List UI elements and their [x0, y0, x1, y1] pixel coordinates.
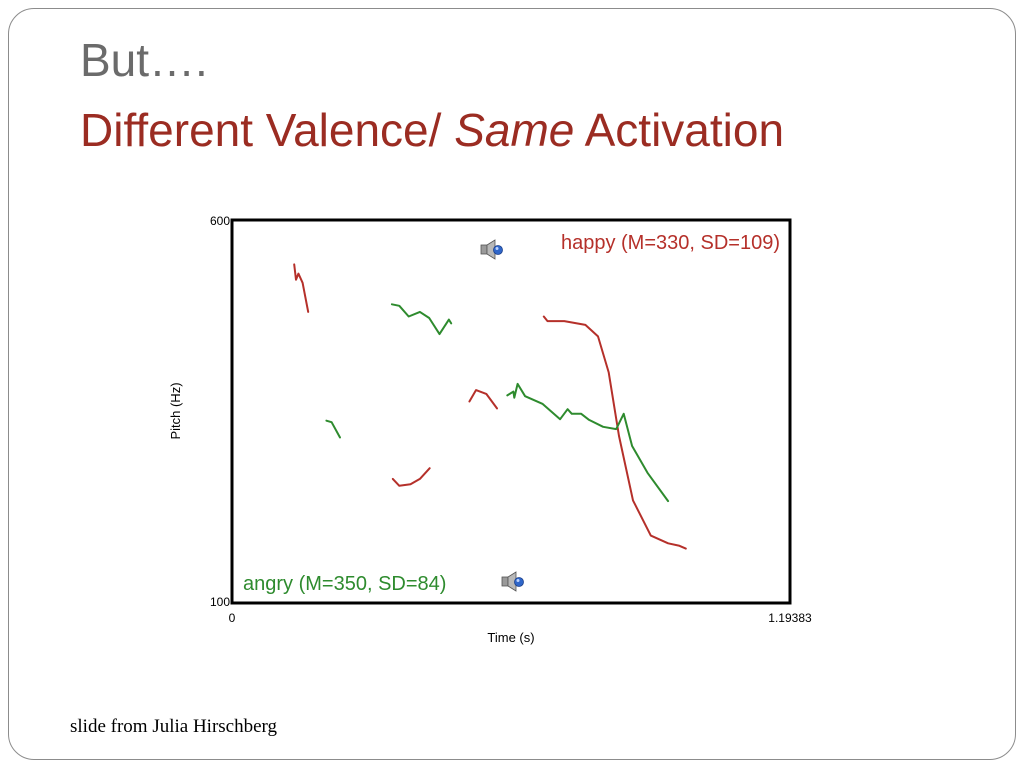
series-layer: [293, 263, 687, 550]
slide-subtitle: Different Valence/ Same Activation: [80, 102, 784, 158]
happy-contour-segment-2: [391, 467, 431, 487]
subtitle-part-2: Activation: [574, 104, 785, 156]
x-axis-label: Time (s): [487, 630, 534, 645]
y-axis-label: Pitch (Hz): [168, 382, 183, 439]
slide-credit: slide from Julia Hirschberg: [70, 716, 278, 737]
y-tick-label-min: 100: [210, 595, 230, 609]
angry-contour-segment-1: [325, 419, 341, 439]
slide-title: But….: [80, 34, 208, 86]
speaker-icon[interactable]: [480, 239, 503, 260]
speaker-icon[interactable]: [501, 571, 524, 592]
pitch-chart: 600 100 0 1.19383 Time (s) Pitch (Hz) ha…: [168, 214, 812, 645]
angry-contour-segment-3: [506, 382, 670, 503]
happy-contour-segment-1: [293, 263, 310, 313]
angry-contour-segment-2: [390, 303, 453, 336]
subtitle-emphasis: Same: [454, 104, 575, 156]
x-tick-label-min: 0: [229, 611, 236, 625]
subtitle-part-1: Different Valence/: [80, 104, 455, 156]
legend-angry: angry (M=350, SD=84): [243, 573, 446, 595]
y-tick-label-max: 600: [210, 214, 230, 228]
happy-contour-segment-3: [468, 389, 498, 410]
x-tick-label-max: 1.19383: [768, 611, 812, 625]
legend-happy: happy (M=330, SD=109): [561, 232, 780, 254]
plot-area: [230, 218, 792, 605]
happy-contour-segment-4: [542, 315, 687, 550]
